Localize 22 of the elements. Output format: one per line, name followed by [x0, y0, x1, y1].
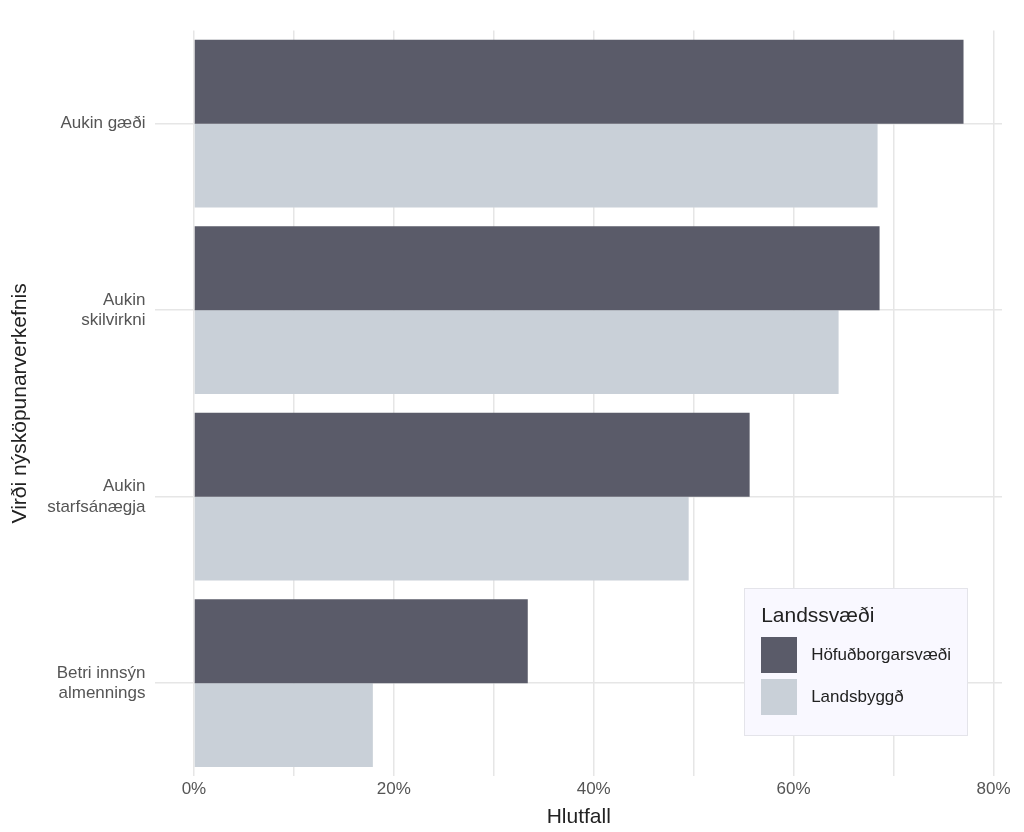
bar [194, 599, 528, 684]
y-axis-title: Virði nýsköpunarverkefnis [7, 283, 31, 524]
bar [194, 683, 373, 768]
y-tick-label: Aukin gæði [60, 113, 146, 133]
bar [194, 310, 839, 395]
bar [194, 496, 689, 581]
legend-label: Höfuðborgarsvæði [811, 645, 951, 665]
bar [194, 412, 750, 497]
y-tick-label: Betri innsýn almennings [56, 662, 146, 703]
bar [194, 39, 964, 124]
x-tick-label: 60% [776, 779, 811, 799]
x-tick-label: 20% [376, 779, 411, 799]
legend-title: Landssvæði [761, 603, 876, 627]
x-tick-label: 80% [976, 779, 1011, 799]
x-axis-title: Hlutfall [546, 804, 611, 828]
y-tick-label: Aukin skilvirkni [81, 289, 146, 330]
x-tick-label: 40% [576, 779, 611, 799]
x-tick-label: 0% [181, 779, 207, 799]
legend-label: Landsbyggð [811, 687, 904, 707]
bar [194, 226, 880, 311]
bar [194, 123, 878, 208]
y-tick-label: Aukin starfsánægja [47, 476, 147, 516]
